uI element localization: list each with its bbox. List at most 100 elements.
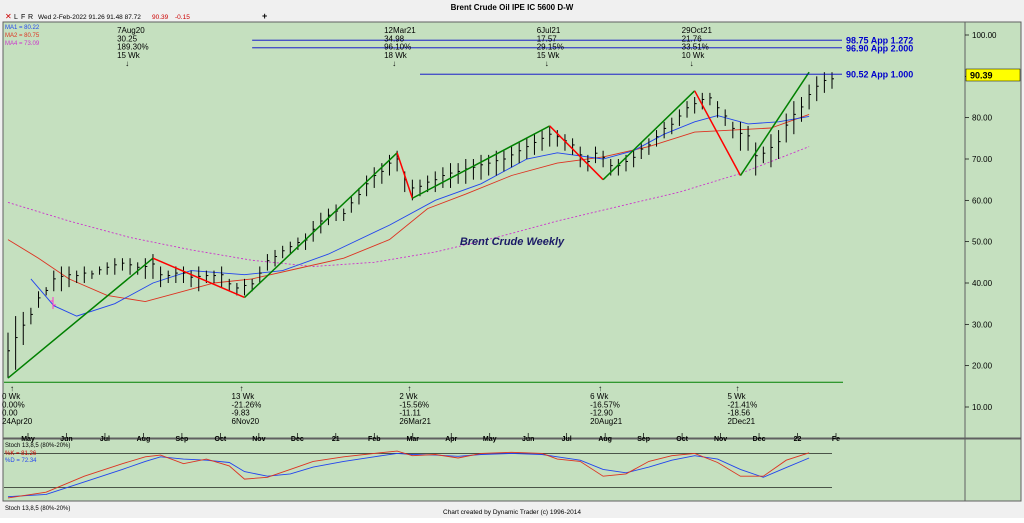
- swing-top-arrow: ↓: [125, 59, 129, 68]
- x-tick-label: 22: [794, 436, 802, 443]
- quote-change: -0.15: [175, 14, 190, 21]
- x-tick-label: Sep: [175, 436, 188, 443]
- swing-bottom-annotation: 2 Wk: [399, 392, 418, 401]
- footer-credit: Chart created by Dynamic Trader (c) 1996…: [443, 509, 581, 516]
- swing-line: [396, 152, 414, 199]
- quote-last: 90.39: [152, 14, 169, 21]
- x-tick-label: Dec: [291, 436, 304, 443]
- swing-bottom-annotation: 24Apr20: [2, 417, 33, 426]
- ma2-line: [7, 113, 810, 303]
- swing-bottom-annotation: 13 Wk: [232, 392, 256, 401]
- x-tick-label: Fe: [832, 436, 840, 443]
- swing-bottom-arrow: ↑: [735, 384, 739, 393]
- swing-top-annotation: 29Oct21: [682, 26, 713, 35]
- projection-label: 90.52 App 1.000: [846, 70, 913, 80]
- swing-bottom-annotation: 5 Wk: [727, 392, 746, 401]
- quote-text: Wed 2-Feb-2022 91.26 91.48 87.72: [38, 14, 141, 21]
- x-tick-label: Jun: [522, 436, 534, 443]
- swing-top-annotation: 17.57: [537, 34, 558, 43]
- x-tick-label: Feb: [368, 436, 380, 443]
- swing-top-annotation: 12Mar21: [384, 26, 416, 35]
- swing-bottom-annotation: -9.83: [232, 409, 251, 418]
- swing-lines: [7, 71, 810, 379]
- swing-line: [152, 257, 245, 299]
- swing-bottom-annotation: 0.00: [2, 409, 18, 418]
- swing-bottom-arrow: ↑: [10, 384, 14, 393]
- swing-top-annotation: 34.98: [384, 34, 405, 43]
- marker-icon: [50, 297, 56, 309]
- swing-line: [244, 152, 398, 299]
- y-tick-label: 60.00: [972, 196, 993, 205]
- swing-bottom-annotation: 2Dec21: [727, 417, 755, 426]
- swing-bottom-arrow: ↑: [407, 384, 411, 393]
- x-tick-label: Sep: [637, 436, 650, 443]
- swing-line: [694, 90, 742, 176]
- r-icon[interactable]: R: [28, 14, 33, 21]
- swing-top-annotation: 15 Wk: [117, 51, 141, 60]
- x-tick-label: Oct: [215, 436, 227, 443]
- projection-label: 96.90 App 2.000: [846, 43, 913, 53]
- ma1-legend: MA1 = 80.22: [5, 25, 40, 31]
- swing-bottom-annotation: 6Nov20: [232, 417, 260, 426]
- f-icon[interactable]: F: [21, 14, 25, 21]
- window-title: Brent Crude Oil IPE IC 5600 D-W: [451, 3, 574, 12]
- last-price-box: [965, 68, 1021, 82]
- projection-label: 98.75 App 1.272: [846, 36, 913, 46]
- crosshair-icon[interactable]: +: [262, 11, 267, 21]
- x-tick-label: Jul: [100, 436, 110, 443]
- x-tick-label: Jul: [562, 436, 572, 443]
- y-tick-label: 30.00: [972, 320, 993, 329]
- x-tick-label: Nov: [252, 436, 265, 443]
- stoch-title: Stoch 13,8,5 (80%-20%): [5, 443, 70, 449]
- swing-bottom-annotation: -21.26%: [232, 400, 262, 409]
- axis-layer: 100.0090.0080.0070.0060.0050.0040.0030.0…: [4, 31, 997, 443]
- ma2-legend: MA2 = 80.75: [5, 33, 40, 39]
- swing-top-annotation: 15 Wk: [537, 51, 561, 60]
- x-tick-label: Dec: [753, 436, 766, 443]
- swing-bottom-annotation: -15.56%: [399, 400, 429, 409]
- swing-bottom-annotation: -16.57%: [590, 400, 620, 409]
- swing-top-annotation: 6Jul21: [537, 26, 561, 35]
- stoch-k-label: %K = 81.26: [5, 451, 37, 457]
- swing-bottom-arrow: ↑: [598, 384, 602, 393]
- y-tick-label: 40.00: [972, 279, 993, 288]
- stoch-axis-background: [964, 438, 1022, 502]
- ma4-legend: MA4 = 73.09: [5, 41, 40, 47]
- swing-top-annotation: 30.25: [117, 34, 138, 43]
- close-icon[interactable]: ✕: [5, 12, 12, 21]
- swing-bottom-annotation: 20Aug21: [590, 417, 623, 426]
- swing-bottom-annotation: 0 Wk: [2, 392, 21, 401]
- x-tick-label: May: [21, 436, 35, 443]
- last-price-label: 90.39: [970, 71, 993, 81]
- swing-bottom-annotation: -21.41%: [727, 400, 757, 409]
- moving-averages: [7, 113, 810, 317]
- x-tick-label: Mar: [407, 436, 420, 443]
- price-panel-background: [2, 21, 966, 439]
- x-tick-label: May: [483, 436, 497, 443]
- l-icon[interactable]: L: [14, 14, 18, 21]
- stoch-panel-background: [2, 438, 966, 502]
- x-tick-label: Nov: [714, 436, 727, 443]
- toolbar: ✕ L F R Wed 2-Feb-2022 91.26 91.48 87.72…: [5, 11, 267, 21]
- swing-top-annotation: 96.10%: [384, 43, 411, 52]
- swing-top-annotation: 18 Wk: [384, 51, 408, 60]
- stoch-k-line: [7, 450, 810, 499]
- x-tick-label: Apr: [445, 436, 457, 443]
- swing-bottom-annotation: -12.90: [590, 409, 613, 418]
- x-tick-label: Aug: [598, 436, 612, 443]
- price-bars: [7, 72, 834, 379]
- stochastic-panel: [4, 450, 832, 499]
- swing-line: [739, 71, 810, 176]
- swing-bottom-arrow: ↑: [240, 384, 244, 393]
- y-tick-label: 50.00: [972, 238, 993, 247]
- ma4-line: [7, 146, 810, 267]
- swing-line: [7, 257, 154, 379]
- y-tick-label: 10.00: [972, 403, 993, 412]
- swing-bottom-annotation: 6 Wk: [590, 392, 609, 401]
- y-tick-label: 100.00: [972, 31, 997, 40]
- swing-bottom-annotation: 0.00%: [2, 400, 25, 409]
